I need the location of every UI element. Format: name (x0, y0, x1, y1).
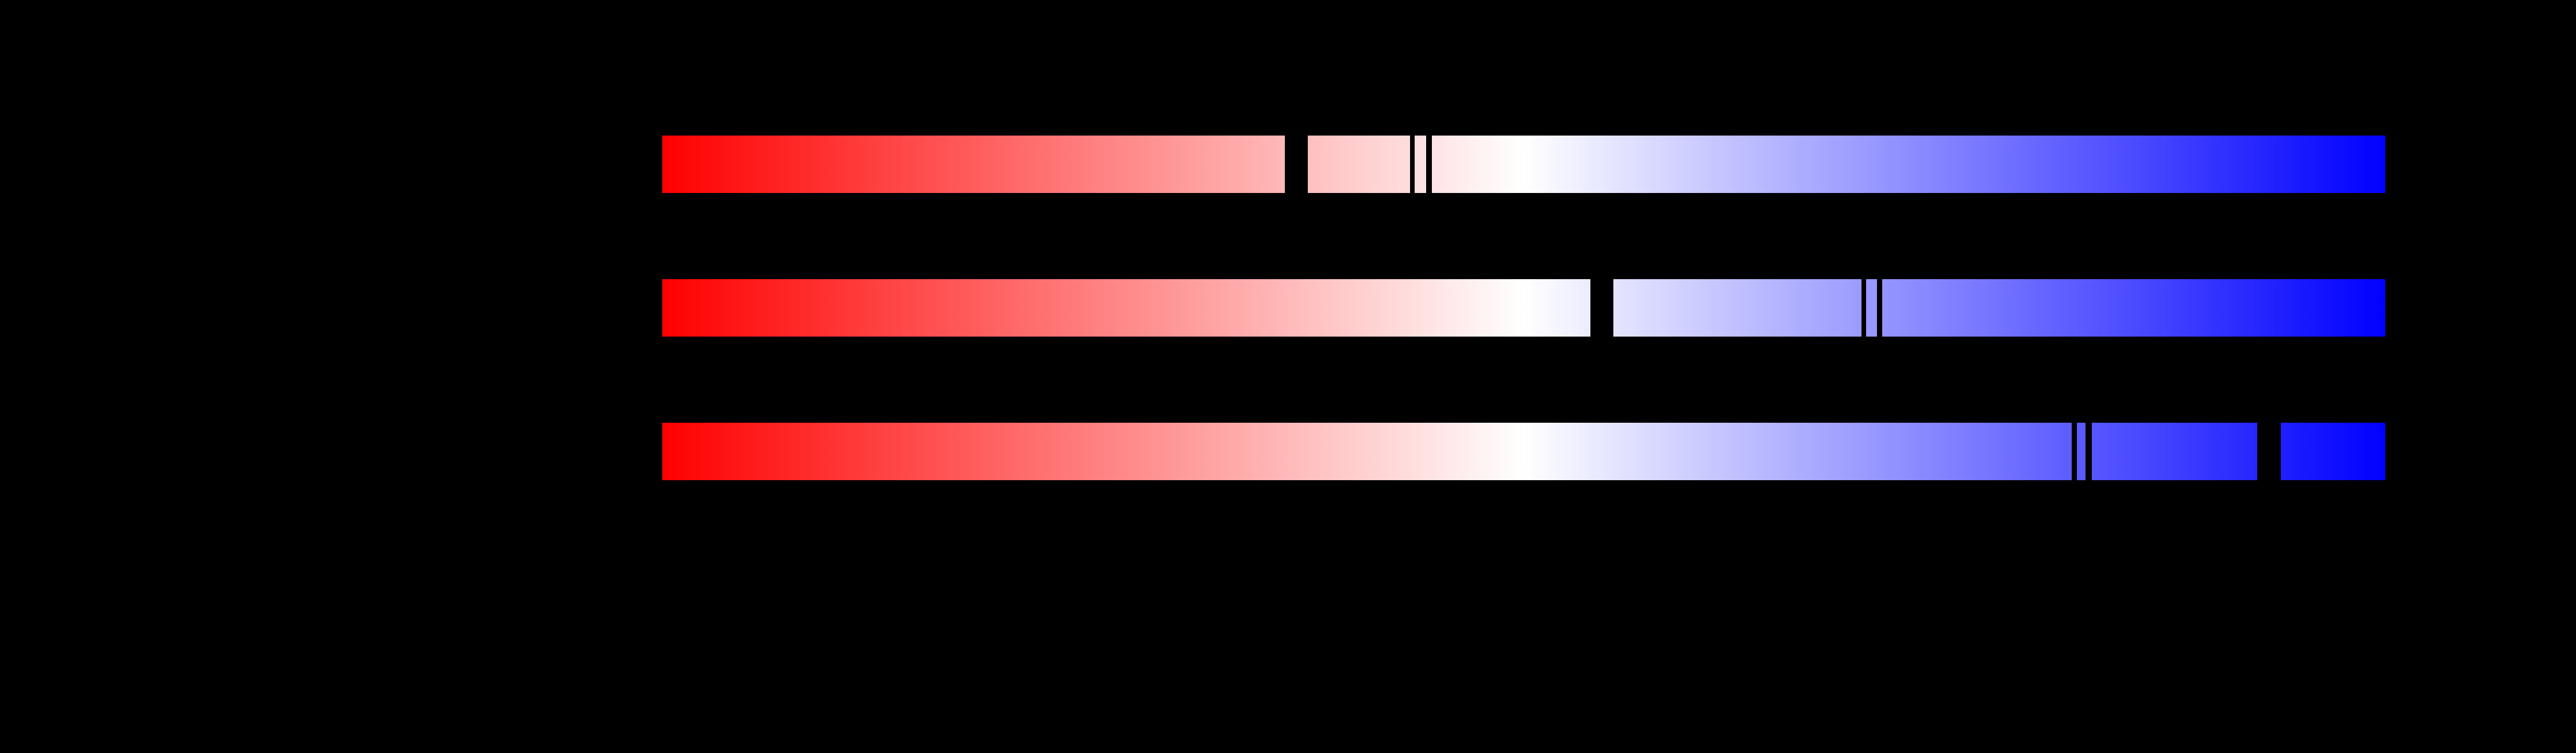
marker-wide-gap (1590, 279, 1613, 337)
gradient-strip-row-3 (662, 423, 2385, 480)
marker-tick (2072, 423, 2077, 480)
marker-tick (1861, 279, 1866, 337)
marker-tick (1877, 279, 1882, 337)
marker-tick (2085, 423, 2092, 480)
marker-wide-gap (1285, 136, 1308, 193)
marker-tick (1426, 136, 1432, 193)
marker-tick (1410, 136, 1415, 193)
gradient-strip-row-2 (662, 279, 2385, 337)
marker-wide-gap (2257, 423, 2281, 480)
gradient-strip-row-1 (662, 136, 2385, 193)
